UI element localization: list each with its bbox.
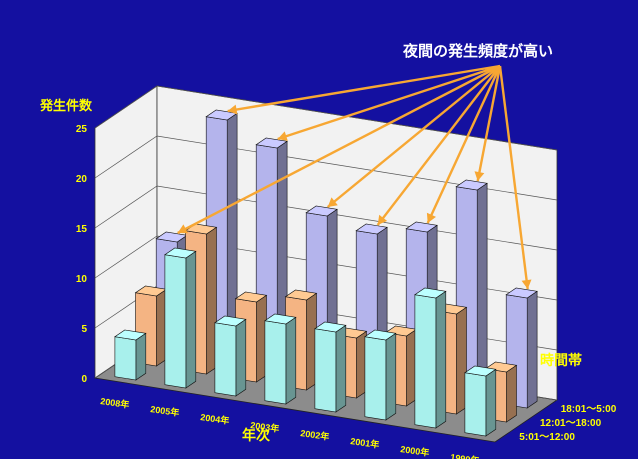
bar-1-8 [464, 365, 497, 437]
y-tick-label: 0 [81, 374, 87, 385]
annotation-arrow [227, 64, 501, 113]
y-tick-label: 5 [81, 324, 87, 335]
legend-item: 18:01～5:00 [561, 404, 617, 415]
legend-title: 時間帯 [540, 352, 582, 368]
arrow-head [474, 171, 485, 181]
annotation-text: 夜間の発生頻度が高い [402, 42, 553, 60]
annotation-arrow [277, 64, 501, 141]
y-axis-label: 発生件数 [39, 98, 93, 113]
bar-1-2 [164, 247, 197, 389]
x-tick-label: 2000年 [400, 443, 430, 458]
annotation-arrow [476, 65, 502, 182]
y-tick-labels: 0 5 10 15 20 25 [76, 124, 88, 385]
y-tick-label: 25 [76, 124, 88, 135]
bar-1-1 [114, 329, 147, 381]
y-tick-label: 10 [76, 274, 88, 285]
legend-item: 12:01～18:00 [540, 418, 602, 429]
bar-1-7 [414, 287, 447, 429]
y-tick-label: 15 [76, 224, 88, 235]
annotation-arrow [376, 65, 501, 226]
annotation-arrow [498, 65, 529, 290]
annotation-arrow [177, 64, 501, 235]
arrow-head [521, 279, 532, 289]
bars [114, 109, 538, 437]
bar-1-5 [314, 321, 347, 413]
arrow-head [426, 212, 436, 223]
arrow-head [177, 224, 188, 234]
annotation-arrows [177, 64, 532, 290]
annotation-arrow [326, 65, 501, 208]
x-tick-label: 2001年 [350, 435, 380, 450]
arrow-head [277, 131, 288, 141]
gridline [94, 135, 558, 201]
annotation-arrow [426, 65, 502, 224]
arrow-head [327, 197, 338, 207]
bar-1-4 [264, 313, 297, 405]
legend: 5:01～12:00 12:01～18:00 18:01～5:00 [519, 404, 616, 443]
x-axis-label: 年次 [242, 427, 270, 443]
y-tick-label: 20 [76, 174, 88, 185]
arrow-head [377, 214, 388, 225]
bar-1-6 [364, 329, 397, 421]
arrow-head [227, 104, 238, 115]
legend-item: 5:01～12:00 [519, 432, 575, 443]
x-tick-label: 2008年 [100, 395, 130, 410]
x-tick-label: 2005年 [150, 403, 180, 418]
bar-2-1 [134, 285, 168, 367]
x-tick-label: 2003年 [250, 419, 280, 434]
x-tick-label: 2004年 [200, 411, 230, 426]
bar-1-3 [214, 315, 247, 397]
x-tick-label: 2002年 [300, 427, 330, 442]
